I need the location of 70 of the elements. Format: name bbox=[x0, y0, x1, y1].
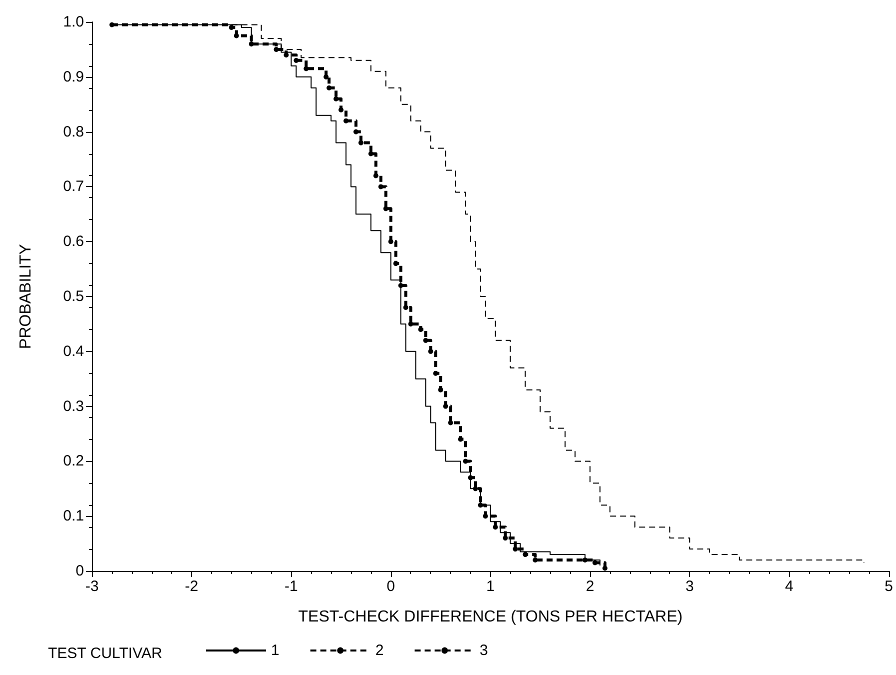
y-tick-label: 0.6 bbox=[63, 233, 84, 250]
x-tick-label: 1 bbox=[486, 578, 495, 595]
point bbox=[592, 560, 598, 566]
y-tick-label: 0.7 bbox=[63, 178, 84, 196]
legend-label: 3 bbox=[480, 642, 488, 659]
y-axis-title: PROBABILITY bbox=[18, 244, 34, 349]
point bbox=[304, 66, 309, 72]
y-tick-label: 0.4 bbox=[63, 342, 84, 360]
point bbox=[334, 96, 339, 102]
point bbox=[358, 140, 364, 146]
point bbox=[343, 118, 348, 124]
point bbox=[463, 458, 468, 464]
point bbox=[482, 514, 488, 519]
point bbox=[228, 24, 234, 30]
point bbox=[502, 536, 508, 541]
point bbox=[234, 33, 239, 38]
point bbox=[448, 420, 454, 426]
y-tick-label: 0.1 bbox=[63, 508, 84, 525]
point bbox=[388, 239, 394, 244]
point bbox=[408, 321, 414, 326]
y-tick-label: 0.8 bbox=[63, 123, 84, 140]
point bbox=[472, 486, 478, 492]
point bbox=[393, 261, 398, 266]
legend-label: 1 bbox=[271, 642, 280, 659]
point bbox=[398, 283, 404, 288]
x-tick-label: -3 bbox=[85, 578, 99, 595]
point bbox=[403, 304, 408, 310]
point bbox=[428, 348, 434, 354]
legend-label: 2 bbox=[375, 642, 384, 659]
point bbox=[532, 558, 538, 563]
y-tick-label: 0 bbox=[76, 562, 84, 580]
point bbox=[438, 387, 444, 392]
x-tick-label: 2 bbox=[586, 578, 594, 595]
point bbox=[294, 58, 299, 63]
point bbox=[284, 52, 289, 58]
legend-title: TEST CULTIVAR bbox=[48, 645, 162, 662]
point bbox=[274, 46, 279, 52]
point bbox=[522, 552, 528, 558]
point bbox=[378, 184, 384, 190]
point bbox=[433, 370, 438, 376]
point bbox=[368, 151, 374, 156]
x-axis-title: TEST-CHECK DIFFERENCE (TONS PER HECTARE) bbox=[298, 608, 683, 626]
point bbox=[423, 338, 428, 343]
point bbox=[109, 22, 114, 28]
x-tick-label: -2 bbox=[184, 578, 198, 595]
x-tick-label: 3 bbox=[685, 578, 694, 595]
point bbox=[353, 129, 358, 134]
x-tick-label: 5 bbox=[884, 578, 893, 595]
point bbox=[478, 502, 483, 508]
point bbox=[338, 107, 344, 112]
y-tick-label: 0.5 bbox=[63, 288, 84, 305]
x-tick-label: 4 bbox=[785, 578, 794, 595]
point bbox=[602, 566, 608, 571]
x-tick-label: 0 bbox=[386, 578, 395, 595]
point bbox=[324, 74, 329, 80]
y-tick-label: 0.3 bbox=[63, 398, 84, 415]
x-tick-label: -1 bbox=[284, 578, 298, 595]
point bbox=[458, 436, 464, 442]
y-tick-label: 0.9 bbox=[63, 68, 84, 86]
point bbox=[443, 404, 448, 409]
point bbox=[373, 173, 378, 178]
point bbox=[468, 475, 473, 480]
y-tick-label: 1.0 bbox=[63, 14, 84, 30]
point bbox=[492, 524, 498, 530]
point bbox=[418, 326, 424, 332]
point bbox=[248, 41, 254, 46]
point bbox=[512, 546, 518, 552]
y-tick-label: 0.2 bbox=[63, 452, 84, 470]
point bbox=[383, 206, 388, 212]
point bbox=[326, 85, 332, 90]
